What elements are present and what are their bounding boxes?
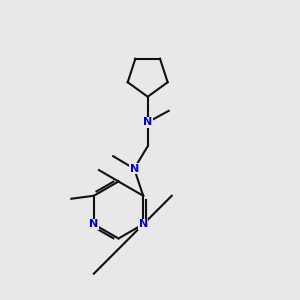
Text: N: N (139, 219, 148, 229)
Text: N: N (89, 219, 98, 229)
Text: N: N (143, 117, 152, 127)
Text: N: N (130, 164, 139, 174)
